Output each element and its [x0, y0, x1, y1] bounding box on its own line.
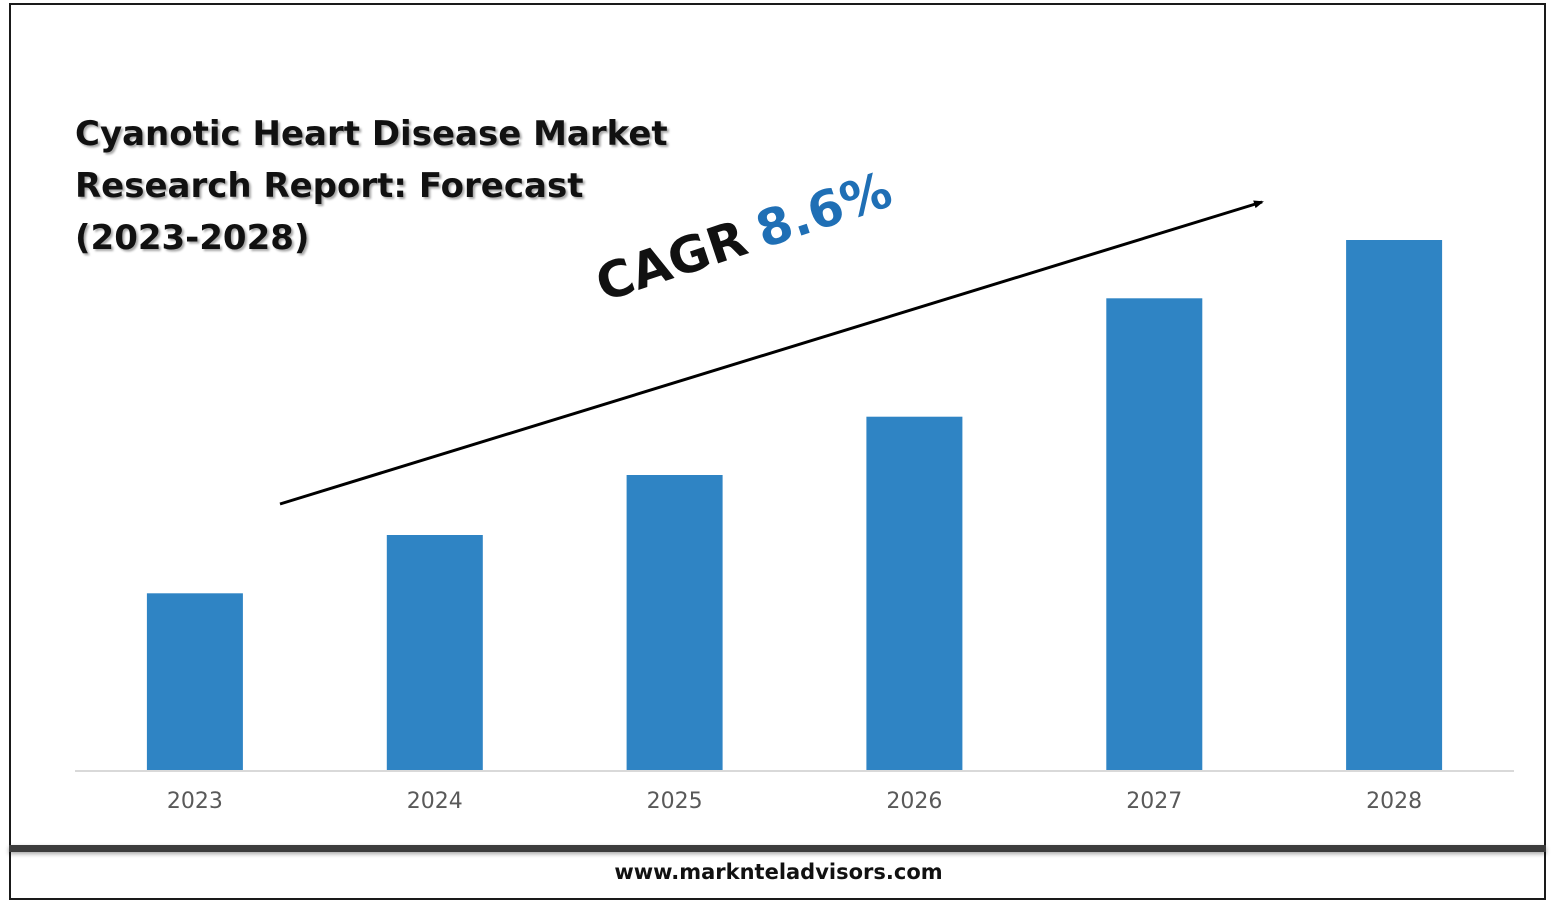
chart-title: Cyanotic Heart Disease Market Research R…	[75, 114, 668, 258]
x-tick-label-2025: 2025	[647, 789, 703, 814]
x-tick-label-2028: 2028	[1366, 789, 1422, 814]
bar-2024	[386, 535, 483, 770]
x-tick-label-2023: 2023	[167, 789, 223, 814]
x-tick-labels: 2023 2024 2025 2026 2027 2028	[167, 789, 1422, 814]
x-tick-label-2027: 2027	[1126, 789, 1182, 814]
bar-series	[146, 240, 1443, 770]
bar-2025	[626, 475, 723, 770]
footer-website: www.marknteladvisors.com	[614, 860, 943, 884]
cagr-trend-arrow	[279, 200, 1264, 506]
footer-divider	[9, 845, 1546, 852]
bar-2023	[146, 593, 243, 770]
bar-2026	[866, 416, 963, 770]
x-tick-label-2024: 2024	[407, 789, 463, 814]
bar-2027	[1106, 298, 1203, 770]
chart-frame	[9, 3, 1546, 900]
bar-2028	[1346, 240, 1443, 770]
x-tick-label-2026: 2026	[886, 789, 942, 814]
